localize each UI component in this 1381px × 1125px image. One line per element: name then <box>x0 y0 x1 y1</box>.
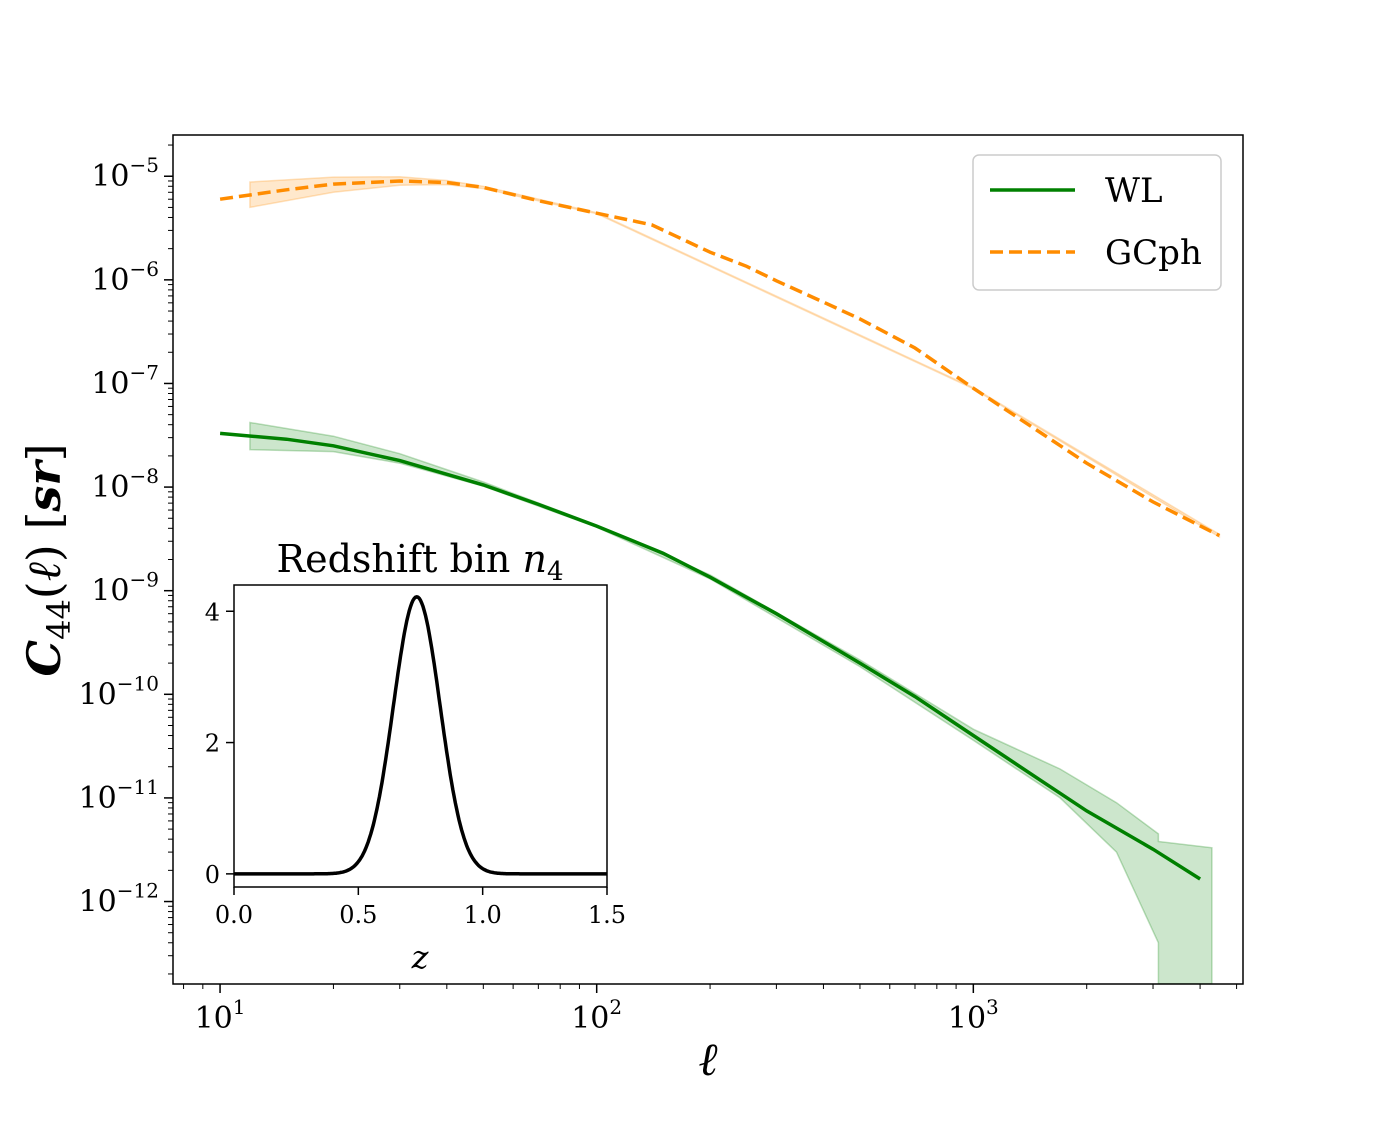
y-axis-ticks: 10−5 10−6 10−7 10−8 10−9 10−10 10−11 10−12 <box>79 144 173 975</box>
inset-x-ticks: 0.0 0.5 1.0 1.5 <box>215 887 626 929</box>
inset-title: Redshift bin n4 <box>276 537 563 587</box>
legend: WL GCph <box>972 154 1222 291</box>
inset-x-tick-label: 1.0 <box>464 901 502 929</box>
x-axis-ticks: 101 102 103 <box>183 984 1238 1036</box>
y-tick-label: 10−7 <box>91 360 159 401</box>
y-tick-label: 10−10 <box>79 671 159 712</box>
inset-y-tick-label: 4 <box>205 598 220 626</box>
redshift-distribution-line <box>234 594 607 876</box>
x-tick-label: 101 <box>195 995 246 1036</box>
y-tick-label: 10−12 <box>79 879 159 920</box>
series-line-wl <box>219 431 1202 881</box>
x-tick-label: 103 <box>948 995 999 1036</box>
band-gcph <box>249 175 1221 539</box>
inset-y-ticks: 0 2 4 <box>205 598 234 889</box>
y-tick-label: 10−6 <box>91 257 159 298</box>
y-tick-label: 10−11 <box>79 775 159 816</box>
inset-x-tick-label: 1.5 <box>588 901 626 929</box>
x-axis-label: ℓ <box>698 1032 718 1086</box>
x-tick-label: 102 <box>571 995 622 1036</box>
y-tick-label: 10−9 <box>91 568 159 609</box>
y-tick-label: 10−5 <box>91 153 159 194</box>
inset-y-tick-label: 0 <box>205 861 220 889</box>
series-lines <box>219 179 1221 881</box>
inset-axes-frame <box>233 584 608 888</box>
inset-plot: 0.0 0.5 1.0 1.5 0 2 4 Redshift bin n4 z <box>205 537 626 976</box>
series-line-gcph <box>219 179 1221 538</box>
legend-label-wl: WL <box>1105 171 1163 211</box>
y-axis-label: C44(ℓ) [sr] <box>17 443 78 676</box>
inset-y-tick-label: 2 <box>205 730 220 758</box>
main-plot: 101 102 103 10−5 10−6 10−7 10−8 10−9 10−10 10−11… <box>17 134 1244 1086</box>
legend-label-gcph: GCph <box>1105 233 1202 273</box>
svg-text:C44(ℓ) [sr]: C44(ℓ) [sr] <box>17 443 78 676</box>
inset-x-tick-label: 0.5 <box>339 901 377 929</box>
inset-x-label: z <box>411 938 430 976</box>
inset-x-tick-label: 0.0 <box>215 901 253 929</box>
y-tick-label: 10−8 <box>91 464 159 505</box>
